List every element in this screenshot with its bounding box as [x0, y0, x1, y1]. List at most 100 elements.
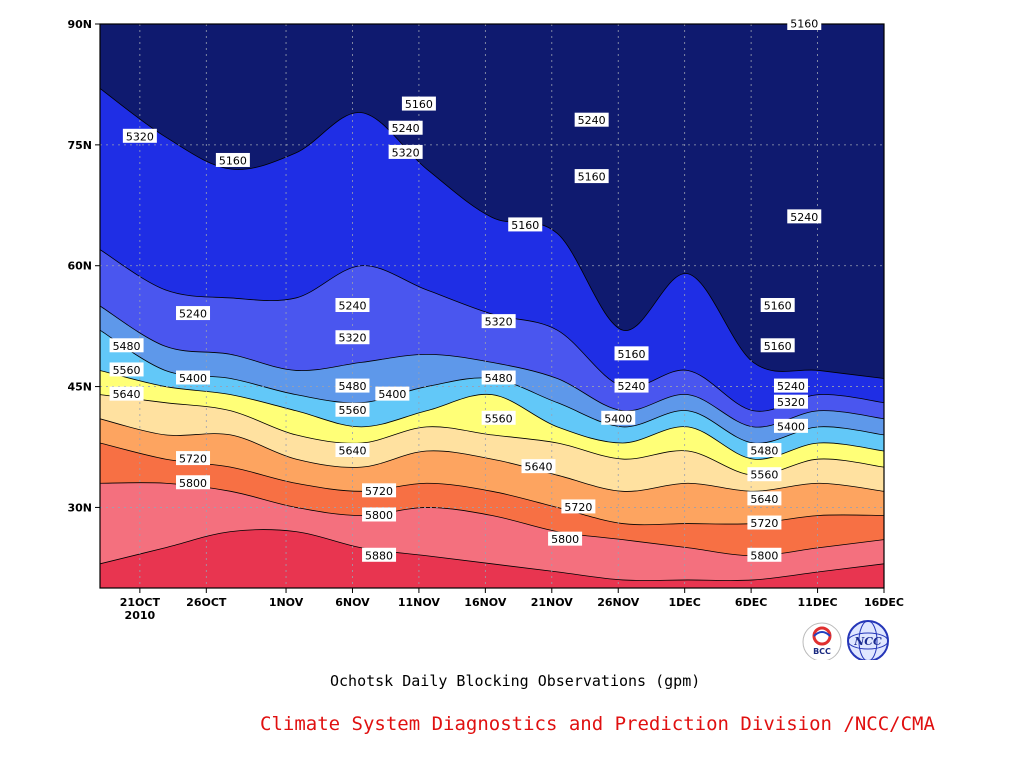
contour-label: 5240: [574, 112, 609, 127]
svg-text:5640: 5640: [113, 388, 141, 401]
contour-label: 5400: [176, 370, 211, 385]
contour-label: 5320: [335, 330, 370, 345]
svg-text:5480: 5480: [750, 445, 778, 458]
svg-text:5400: 5400: [378, 388, 406, 401]
logos: BCC NCC: [802, 620, 889, 660]
contour-label: 5320: [481, 314, 516, 329]
contour-labels: 5320 5160 5160 5240 5320 5240 5160 5160 5240 5160…: [109, 16, 822, 562]
contour-label: 5160: [215, 152, 250, 167]
x-tick-label: 6NOV: [335, 596, 370, 609]
svg-text:5560: 5560: [750, 469, 778, 482]
contour-label: 5160: [760, 338, 795, 353]
svg-text:5800: 5800: [551, 533, 579, 546]
credit-line: Climate System Diagnostics and Predictio…: [260, 713, 935, 735]
contour-label: 5240: [614, 378, 649, 393]
contour-label: 5720: [747, 515, 782, 530]
svg-text:5560: 5560: [485, 412, 513, 425]
contour-line-5160: [100, 88, 884, 379]
x-tick-label: 21NOV: [531, 596, 574, 609]
y-tick-label: 90N: [67, 18, 92, 31]
contour-label: 5880: [362, 547, 397, 562]
svg-text:5320: 5320: [126, 130, 154, 143]
contour-fills: [100, 24, 884, 588]
contour-label: 5400: [375, 386, 410, 401]
contour-label: 5800: [176, 475, 211, 490]
contour-label: 5480: [109, 338, 144, 353]
svg-text:5480: 5480: [485, 372, 513, 385]
svg-text:5560: 5560: [113, 364, 141, 377]
contour-label: 5800: [747, 547, 782, 562]
svg-text:5160: 5160: [219, 154, 247, 167]
contour-label: 5720: [561, 499, 596, 514]
svg-text:5320: 5320: [777, 396, 805, 409]
contour-label: 5240: [176, 306, 211, 321]
contour-label: 5160: [787, 16, 822, 31]
x-tick-label: 1DEC: [668, 596, 700, 609]
svg-text:5800: 5800: [750, 549, 778, 562]
y-tick-label: 60N: [67, 260, 92, 273]
contour-label: 5560: [109, 362, 144, 377]
contour-label: 5800: [362, 507, 397, 522]
plot-frame: [99, 23, 885, 589]
svg-text:5480: 5480: [338, 380, 366, 393]
svg-text:5320: 5320: [392, 146, 420, 159]
x-tick-label: 16NOV: [464, 596, 507, 609]
contour-label: 5720: [362, 483, 397, 498]
svg-text:5240: 5240: [179, 308, 207, 321]
contour-label: 5320: [773, 394, 808, 409]
contour-line-5640: [100, 418, 884, 492]
contour-line-5320: [100, 305, 884, 428]
svg-text:5640: 5640: [525, 461, 553, 474]
contour-label: 5240: [335, 298, 370, 313]
svg-text:5240: 5240: [578, 114, 606, 127]
contour-label: 5640: [109, 386, 144, 401]
svg-text:5400: 5400: [777, 420, 805, 433]
svg-text:5160: 5160: [764, 300, 792, 313]
svg-text:5240: 5240: [790, 211, 818, 224]
x-tick-sublabel: 2010: [125, 609, 156, 622]
svg-text:5400: 5400: [604, 412, 632, 425]
svg-text:5560: 5560: [338, 404, 366, 417]
y-tick-label: 75N: [67, 139, 92, 152]
contour-line-5480: [100, 370, 884, 460]
contour-label: 5320: [122, 128, 157, 143]
contour-label: 5560: [747, 467, 782, 482]
contour-label: 5320: [388, 144, 423, 159]
contour-label: 5800: [548, 531, 583, 546]
contour-label: 5160: [508, 217, 543, 232]
x-tick-label: 16DEC: [864, 596, 904, 609]
svg-text:5240: 5240: [338, 300, 366, 313]
contour-label: 5160: [401, 96, 436, 111]
x-tick-label: 1NOV: [269, 596, 304, 609]
x-tick-label: 21OCT: [120, 596, 161, 609]
svg-text:5720: 5720: [564, 501, 592, 514]
y-tick-label: 45N: [67, 381, 92, 394]
contour-label: 5640: [335, 443, 370, 458]
contour-label: 5240: [773, 378, 808, 393]
contour-label: 5240: [388, 120, 423, 135]
contour-label: 5480: [335, 378, 370, 393]
svg-text:5240: 5240: [777, 380, 805, 393]
contour-line-5880: [100, 529, 884, 581]
svg-text:5320: 5320: [485, 316, 513, 329]
chart-caption: Ochotsk Daily Blocking Observations (gpm…: [330, 672, 701, 690]
svg-text:5320: 5320: [338, 332, 366, 345]
svg-text:5800: 5800: [179, 477, 207, 490]
band-fill-5160: [100, 24, 884, 379]
ncc-logo: NCC: [847, 620, 889, 660]
svg-text:5160: 5160: [511, 219, 539, 232]
svg-text:5160: 5160: [764, 340, 792, 353]
contour-line-5240: [100, 249, 884, 412]
contour-label: 5640: [521, 459, 556, 474]
contour-label: 5560: [335, 402, 370, 417]
svg-text:5160: 5160: [790, 18, 818, 31]
ncc-logo-text: NCC: [853, 635, 882, 648]
svg-text:5880: 5880: [365, 549, 393, 562]
x-tick-label: 26NOV: [597, 596, 640, 609]
contour-label: 5400: [601, 410, 636, 425]
svg-text:5800: 5800: [365, 509, 393, 522]
bcc-logo-text: BCC: [813, 647, 831, 656]
x-tick-label: 26OCT: [186, 596, 227, 609]
